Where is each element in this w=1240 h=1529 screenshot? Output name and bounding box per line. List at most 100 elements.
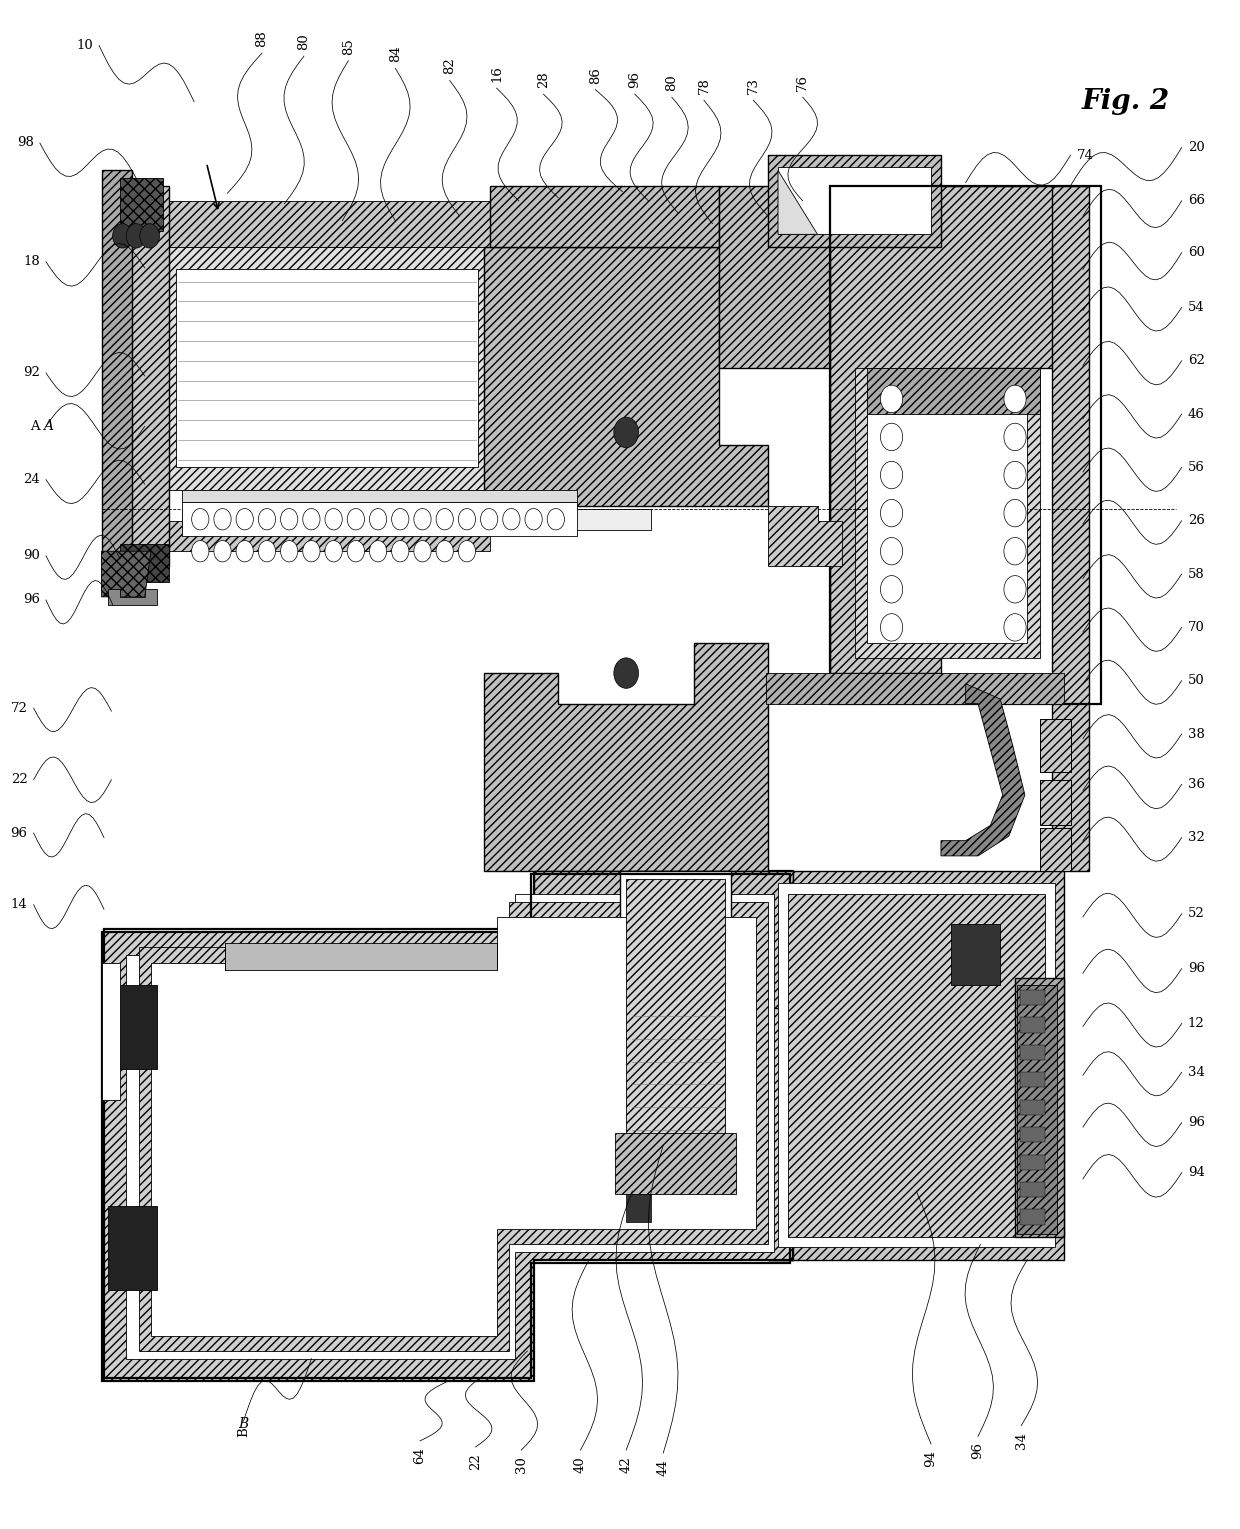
Bar (108, 985, 157, 1069)
Circle shape (880, 385, 903, 413)
Text: 94: 94 (925, 1449, 937, 1466)
Circle shape (880, 424, 903, 451)
Text: 84: 84 (389, 46, 402, 63)
Circle shape (459, 509, 476, 531)
Polygon shape (102, 552, 151, 596)
Polygon shape (139, 902, 768, 1352)
Circle shape (213, 541, 231, 561)
Text: 96: 96 (22, 593, 40, 607)
Bar (951, 925, 1001, 985)
Polygon shape (145, 200, 508, 246)
Circle shape (280, 509, 298, 531)
Bar (224, 943, 496, 971)
Circle shape (436, 541, 454, 561)
Text: 40: 40 (574, 1456, 587, 1472)
Bar (182, 509, 651, 531)
Text: 64: 64 (413, 1446, 427, 1463)
Circle shape (192, 509, 208, 531)
Bar (1039, 780, 1070, 826)
Circle shape (614, 657, 639, 688)
Text: 62: 62 (1188, 355, 1205, 367)
Bar (108, 1206, 157, 1290)
Polygon shape (1018, 985, 1056, 1234)
Text: 10: 10 (76, 38, 93, 52)
Text: 32: 32 (1188, 832, 1205, 844)
Polygon shape (151, 917, 756, 1336)
Circle shape (258, 509, 275, 531)
Polygon shape (145, 521, 490, 552)
Polygon shape (490, 185, 719, 246)
Bar (182, 503, 577, 537)
Circle shape (370, 509, 387, 531)
Text: Fig. 2: Fig. 2 (1083, 89, 1171, 115)
Text: 58: 58 (1188, 567, 1204, 581)
Polygon shape (626, 879, 725, 1138)
Polygon shape (941, 683, 1025, 856)
Text: 74: 74 (1076, 148, 1094, 162)
Polygon shape (484, 642, 768, 872)
Text: 26: 26 (1188, 514, 1205, 528)
Text: 92: 92 (22, 367, 40, 379)
Polygon shape (126, 894, 774, 1359)
Bar (182, 491, 577, 503)
Text: 80: 80 (666, 75, 678, 92)
Circle shape (303, 509, 320, 531)
Circle shape (459, 541, 476, 561)
Circle shape (547, 509, 564, 531)
Text: 96: 96 (10, 827, 27, 839)
Circle shape (236, 509, 253, 531)
Polygon shape (1016, 977, 1064, 1237)
Text: 85: 85 (342, 38, 355, 55)
Polygon shape (626, 1194, 651, 1222)
Polygon shape (719, 185, 842, 368)
Polygon shape (102, 170, 133, 581)
Circle shape (880, 500, 903, 528)
Bar (1039, 829, 1070, 872)
Circle shape (436, 509, 454, 531)
Bar (777, 884, 1054, 1248)
Bar (867, 384, 1028, 642)
Bar (1039, 719, 1070, 772)
Circle shape (126, 223, 146, 248)
Text: 20: 20 (1188, 141, 1204, 154)
Text: 96: 96 (1188, 1116, 1205, 1128)
Text: 50: 50 (1188, 674, 1204, 687)
Text: 60: 60 (1188, 246, 1205, 258)
Text: 38: 38 (1188, 728, 1205, 740)
Text: 34: 34 (1014, 1431, 1028, 1448)
Polygon shape (615, 1133, 737, 1194)
Text: 54: 54 (1188, 301, 1204, 313)
Text: 22: 22 (11, 774, 27, 786)
Polygon shape (768, 154, 941, 246)
Circle shape (303, 541, 320, 561)
Text: A: A (30, 420, 40, 433)
Circle shape (258, 541, 275, 561)
Circle shape (280, 541, 298, 561)
Bar (830, 185, 1101, 703)
Bar (610, 1130, 742, 1199)
Bar (1021, 1154, 1044, 1170)
Polygon shape (108, 589, 157, 604)
Text: 30: 30 (515, 1456, 528, 1472)
Polygon shape (867, 368, 1039, 414)
Polygon shape (120, 185, 170, 566)
Text: 34: 34 (1188, 1066, 1205, 1079)
Polygon shape (102, 963, 120, 1099)
Text: 94: 94 (1188, 1167, 1205, 1179)
Text: 96: 96 (629, 70, 641, 89)
Circle shape (481, 509, 497, 531)
Circle shape (502, 509, 520, 531)
Circle shape (192, 541, 208, 561)
Bar (1021, 1099, 1044, 1115)
Polygon shape (102, 872, 792, 1382)
Bar (1021, 1017, 1044, 1032)
Circle shape (392, 509, 409, 531)
Circle shape (113, 223, 133, 248)
Circle shape (1004, 385, 1027, 413)
Circle shape (347, 541, 365, 561)
Polygon shape (777, 170, 817, 234)
Text: 78: 78 (697, 78, 711, 95)
Text: 16: 16 (490, 66, 503, 83)
Bar (1021, 1072, 1044, 1087)
Circle shape (325, 509, 342, 531)
